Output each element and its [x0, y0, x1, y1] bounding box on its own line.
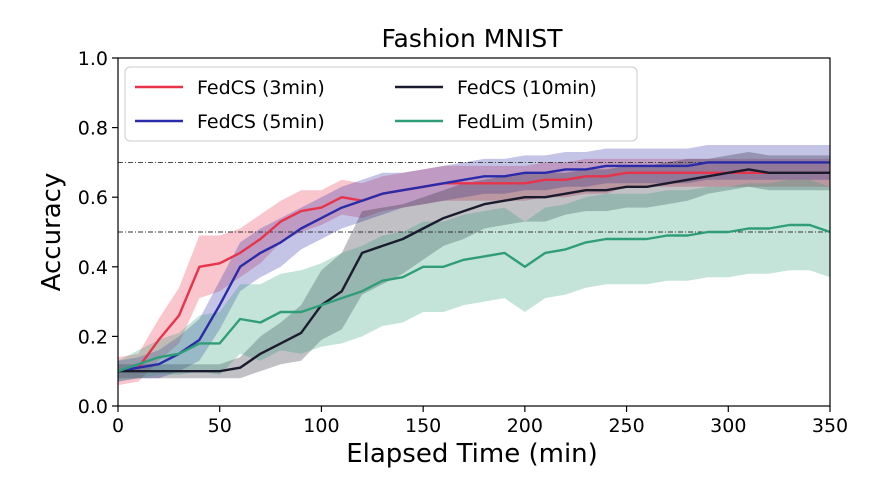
legend-label-4: FedLim (5min)	[457, 111, 594, 133]
y-tick-label: 1.0	[78, 48, 108, 70]
band-series-4	[118, 179, 830, 382]
x-tick-label: 250	[608, 415, 644, 437]
legend: FedCS (3min) FedCS (5min) FedCS (10min) Fed…	[124, 66, 638, 142]
y-tick-label: 0.2	[78, 326, 108, 348]
x-tick-label: 200	[507, 415, 543, 437]
y-tick-label: 0.6	[78, 187, 108, 209]
x-tick-label: 50	[208, 415, 232, 437]
x-tick-label: 350	[812, 415, 848, 437]
legend-label-2: FedCS (5min)	[197, 111, 325, 133]
y-tick-label: 0.4	[78, 257, 108, 279]
y-axis-ticks: 0.0 0.2 0.4 0.6 0.8 1.0	[78, 48, 118, 418]
line-series-1	[117, 171, 830, 373]
legend-label-1: FedCS (3min)	[197, 77, 325, 99]
band-series-3	[118, 152, 830, 379]
confidence-bands	[118, 145, 830, 386]
y-axis-title: Accuracy	[37, 173, 67, 292]
y-tick-label: 0.0	[78, 396, 108, 418]
band-series-2	[118, 145, 830, 382]
x-tick-label: 300	[710, 415, 746, 437]
line-series-3	[118, 168, 830, 373]
y-tick-label: 0.8	[78, 118, 108, 140]
chart-title: Fashion MNIST	[381, 24, 563, 53]
legend-box	[124, 66, 638, 142]
x-tick-label: 150	[405, 415, 441, 437]
x-tick-label: 100	[303, 415, 339, 437]
line-series-4	[117, 223, 831, 373]
x-tick-label: 0	[112, 415, 124, 437]
band-series-1	[118, 158, 830, 386]
x-axis-title: Elapsed Time (min)	[346, 439, 598, 469]
line-series-2	[117, 161, 830, 373]
plot-frame	[117, 57, 831, 407]
legend-label-3: FedCS (10min)	[457, 77, 597, 99]
x-axis-ticks: 0 50 100 150 200 250 300 350	[112, 406, 848, 437]
series-lines	[117, 161, 831, 373]
